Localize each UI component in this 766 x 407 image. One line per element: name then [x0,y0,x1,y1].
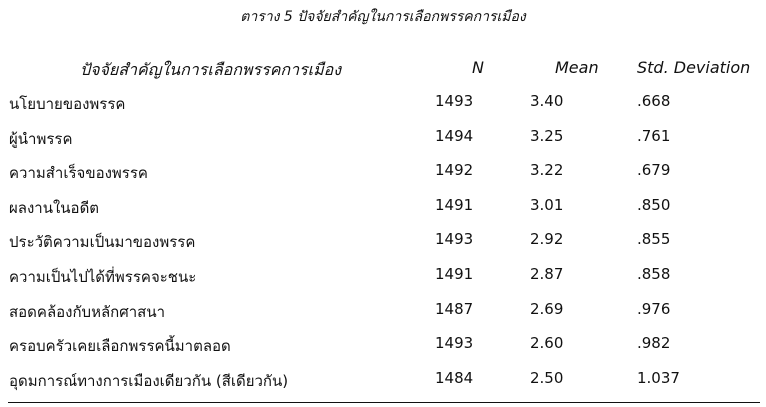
n-cell: 1491 [435,195,474,214]
mean-cell: 2.60 [530,334,564,353]
table-row: ครอบครัวเคยเลือกพรรคนี้มาตลอด 1493 2.60 .98… [0,334,766,368]
table-row: สอดคล้องกับหลักศาสนา 1487 2.69 .976 [0,300,766,334]
mean-cell: 3.22 [530,161,564,180]
table-row: อุดมการณ์ทางการเมืองเดียวกัน (สีเดียวกัน… [0,369,766,403]
factor-cell: ความสำเร็จของพรรค [9,164,148,183]
std-cell: .855 [637,230,671,249]
factor-cell: อุดมการณ์ทางการเมืองเดียวกัน (สีเดียวกัน… [9,371,289,390]
n-cell: 1493 [435,92,474,110]
n-cell: 1492 [435,161,474,180]
factor-cell: ประวัติความเป็นมาของพรรค [9,233,196,252]
n-cell: 1487 [435,299,474,318]
n-cell: 1493 [435,230,474,249]
header-std-deviation: Std. Deviation [637,58,751,77]
mean-cell: 3.40 [530,92,564,110]
factor-cell: นโยบายของพรรค [9,95,126,113]
n-cell: 1493 [435,334,474,353]
mean-cell: 3.25 [530,126,564,145]
table-row: ประวัติความเป็นมาของพรรค 1493 2.92 .855 [0,230,766,264]
bottom-rule [8,402,760,403]
factor-cell: ครอบครัวเคยเลือกพรรคนี้มาตลอด [9,337,231,356]
std-cell: .858 [637,265,671,283]
mean-cell: 2.87 [530,265,564,283]
mean-cell: 3.01 [530,195,564,214]
table-row: ความเป็นไปได้ที่พรรคจะชนะ 1491 2.87 .858 [0,265,766,299]
std-cell: .761 [637,126,671,145]
mean-cell: 2.92 [530,230,564,249]
header-n: N [472,58,484,77]
table-row: นโยบายของพรรค 1493 3.40 .668 [0,92,766,126]
table-row: ผลงานในอดีต 1491 3.01 .850 [0,196,766,230]
factor-cell: สอดคล้องกับหลักศาสนา [9,302,166,321]
std-cell: 1.037 [637,368,680,387]
factor-cell: ความเป็นไปได้ที่พรรคจะชนะ [9,268,197,286]
std-cell: .668 [637,92,671,110]
table-row: ผู้นำพรรค 1494 3.25 .761 [0,127,766,161]
std-cell: .850 [637,195,671,214]
header-factor: ปัจจัยสำคัญในการเลือกพรรคการเมือง [80,60,342,79]
n-cell: 1491 [435,265,474,283]
std-cell: .976 [637,299,671,318]
factor-cell: ผลงานในอดีต [9,198,100,217]
table-caption: ตาราง 5 ปัจจัยสำคัญในการเลือกพรรคการเมือ… [240,9,526,25]
std-cell: .679 [637,161,671,180]
std-cell: .982 [637,334,671,353]
header-mean: Mean [555,58,599,77]
factor-cell: ผู้นำพรรค [9,129,73,148]
table-row: ความสำเร็จของพรรค 1492 3.22 .679 [0,161,766,195]
n-cell: 1484 [435,368,474,387]
mean-cell: 2.69 [530,299,564,318]
mean-cell: 2.50 [530,368,564,387]
n-cell: 1494 [435,126,474,145]
